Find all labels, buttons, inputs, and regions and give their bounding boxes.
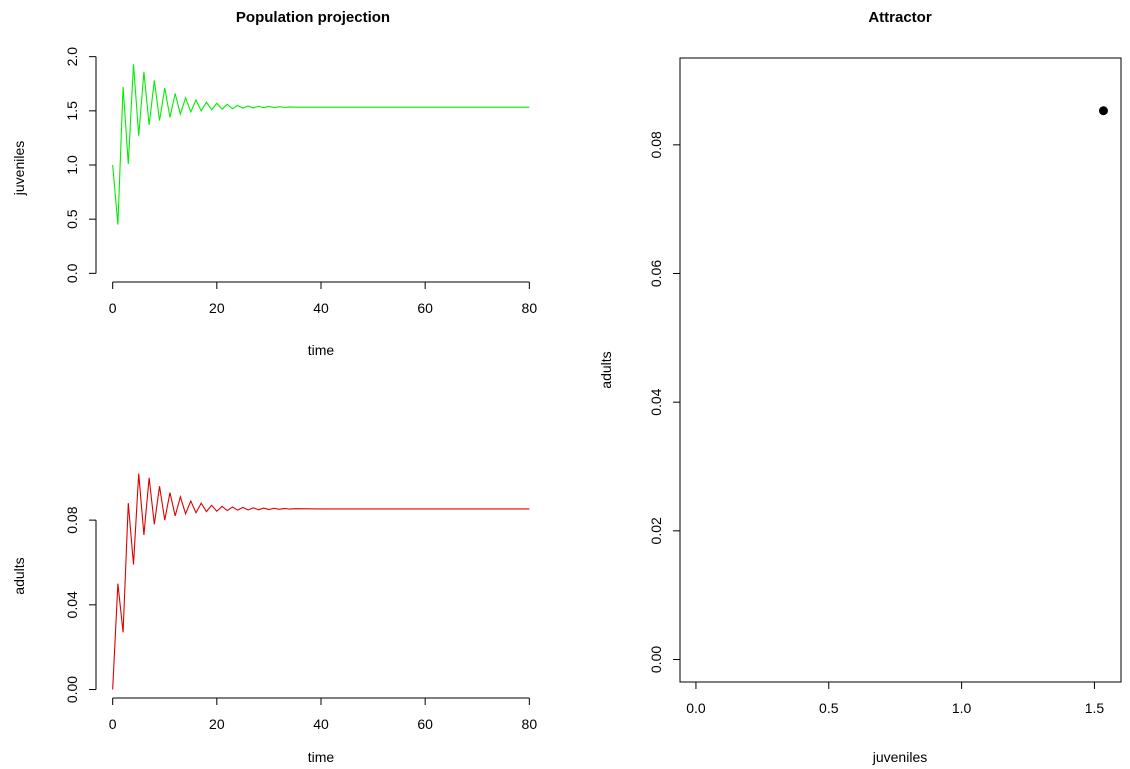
y-tick-label: 0.5 (64, 209, 80, 229)
y-tick-label: 0.00 (64, 676, 80, 703)
series-line (112, 64, 530, 225)
x-tick-label: 20 (209, 716, 225, 732)
y-tick-label: 0.02 (648, 517, 664, 544)
x-tick-label: 1.5 (1085, 700, 1105, 716)
x-axis-title: time (308, 749, 335, 765)
x-tick-label: 60 (417, 716, 433, 732)
series-line (112, 473, 530, 690)
x-tick-label: 0 (109, 716, 117, 732)
y-tick-label: 0.04 (64, 591, 80, 618)
y-axis-title: juveniles (11, 141, 27, 196)
y-tick-label: 1.0 (64, 155, 80, 175)
y-tick-label: 0.08 (64, 506, 80, 533)
x-tick-label: 0 (109, 300, 117, 316)
chart-title: Population projection (236, 9, 390, 26)
data-point (1098, 106, 1108, 116)
x-tick-label: 1.0 (952, 700, 972, 716)
y-tick-label: 2.0 (64, 47, 80, 67)
x-tick-label: 80 (522, 300, 538, 316)
x-tick-label: 0.0 (686, 700, 706, 716)
y-tick-label: 0.0 (64, 263, 80, 283)
x-tick-label: 40 (313, 300, 329, 316)
x-axis-title: time (308, 342, 335, 358)
x-tick-label: 80 (522, 716, 538, 732)
x-tick-label: 40 (313, 716, 329, 732)
y-tick-label: 0.00 (648, 646, 664, 673)
chart-title: Attractor (868, 9, 932, 26)
x-tick-label: 60 (417, 300, 433, 316)
y-axis-title: adults (598, 351, 614, 388)
x-tick-label: 20 (209, 300, 225, 316)
x-tick-label: 0.5 (819, 700, 839, 716)
y-tick-label: 0.08 (648, 131, 664, 158)
y-tick-label: 0.06 (648, 260, 664, 287)
y-tick-label: 1.5 (64, 101, 80, 121)
y-tick-label: 0.04 (648, 388, 664, 415)
x-axis-title: juveniles (872, 749, 927, 765)
plot-frame (679, 57, 1122, 683)
y-axis-title: adults (11, 557, 27, 594)
